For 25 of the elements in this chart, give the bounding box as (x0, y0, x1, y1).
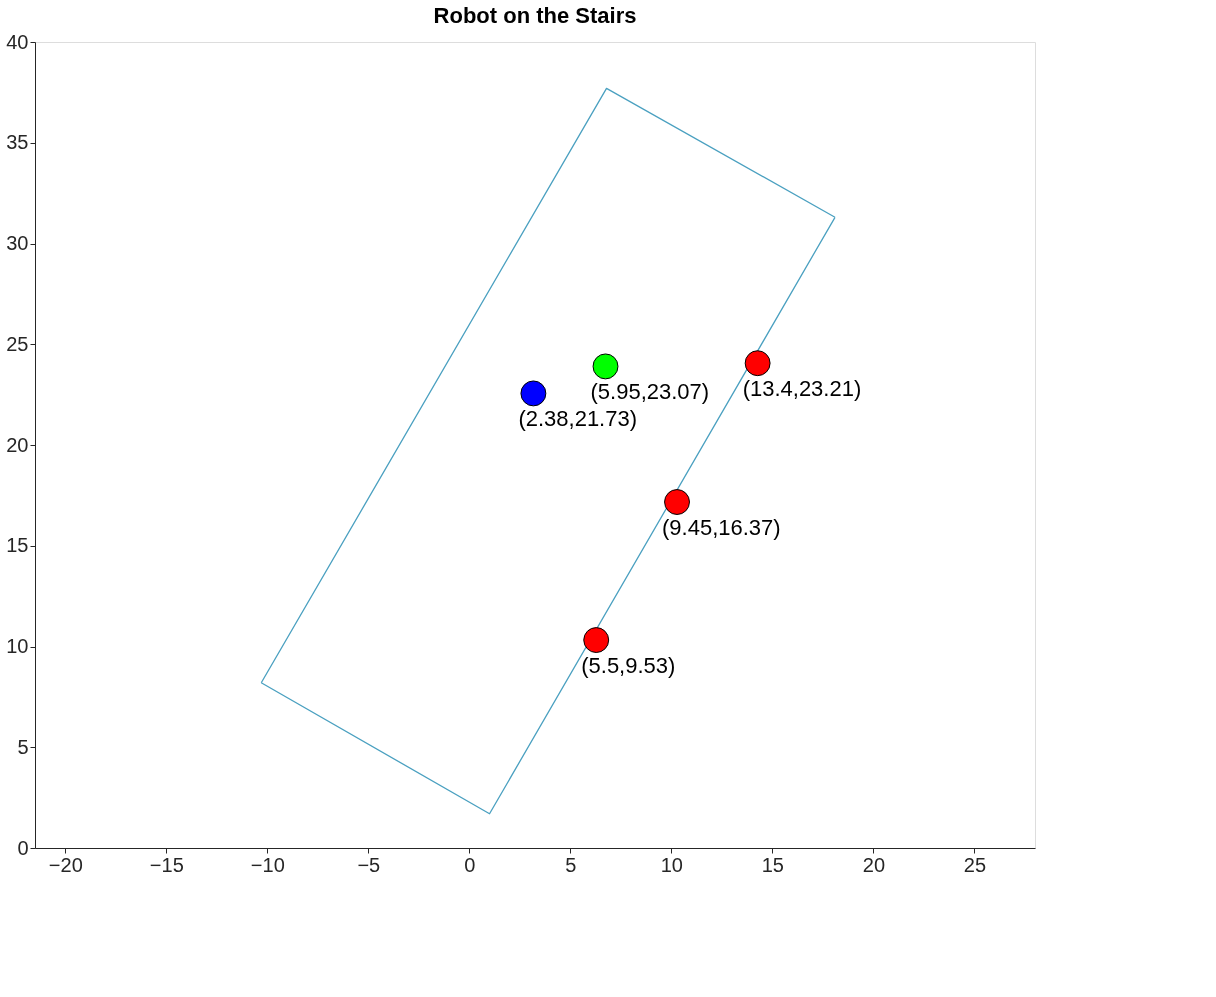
x-tick-label: −5 (357, 853, 381, 876)
y-tick-label: 0 (17, 836, 29, 859)
x-tick-label: 0 (464, 853, 476, 876)
annotation: (9.45,16.37) (662, 515, 781, 541)
y-tick-label: 25 (6, 332, 29, 355)
y-tick-label: 30 (6, 232, 29, 254)
y-tick-label: 35 (6, 131, 29, 154)
annotation: (5.5,9.53) (581, 653, 676, 679)
x-tick-label: 25 (963, 853, 987, 876)
chart-title: Robot on the Stairs (433, 3, 637, 28)
x-tick-label: 15 (761, 853, 784, 876)
y-tick-label: 20 (6, 433, 29, 456)
annotation: (13.4,23.21) (742, 376, 862, 402)
y-tick-label: 40 (6, 30, 29, 53)
y-tick-label: 15 (6, 534, 29, 557)
x-tick-label: −10 (250, 853, 285, 876)
x-tick-label: 10 (660, 853, 683, 876)
annotation: (2.38,21.73) (518, 406, 638, 432)
annotation: (5.95,23.07) (590, 379, 710, 405)
x-tick-label: −15 (149, 853, 184, 876)
x-tick-label: 5 (565, 853, 577, 876)
y-tick-label: 10 (6, 635, 29, 657)
x-tick-label: −20 (48, 853, 83, 876)
y-tick-label: 5 (17, 735, 29, 758)
x-tick-label: 20 (862, 853, 886, 876)
